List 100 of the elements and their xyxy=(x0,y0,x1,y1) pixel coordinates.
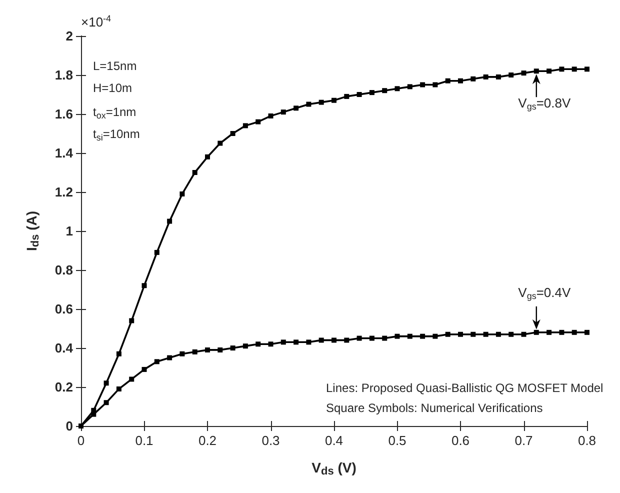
point xyxy=(496,74,501,80)
point xyxy=(559,66,564,72)
point xyxy=(306,102,312,107)
y-tick-label: 2 xyxy=(66,28,73,44)
point xyxy=(280,110,286,115)
point xyxy=(407,84,412,90)
point xyxy=(521,70,526,76)
annotation: H=10m xyxy=(93,81,132,95)
point xyxy=(218,347,223,352)
point xyxy=(129,376,134,382)
x-tick-label: 0 xyxy=(77,433,85,448)
point xyxy=(192,349,198,354)
x-tick-label: 0.3 xyxy=(262,433,280,448)
point xyxy=(534,68,539,74)
point xyxy=(508,332,514,337)
x-tick-label: 0.2 xyxy=(198,433,217,448)
point xyxy=(142,366,147,372)
annotation: Square Symbols: Numerical Verifications xyxy=(326,401,543,415)
point xyxy=(154,250,160,255)
point xyxy=(584,330,590,335)
x-tick-label: 0.5 xyxy=(388,433,406,448)
annotation: L=15nm xyxy=(93,59,137,73)
point xyxy=(407,334,412,339)
point xyxy=(180,191,185,196)
point xyxy=(306,340,312,345)
point xyxy=(420,334,426,339)
point xyxy=(483,332,488,337)
point xyxy=(546,330,552,335)
point xyxy=(167,218,172,224)
point xyxy=(572,330,577,335)
y-tick-label: 1.2 xyxy=(54,184,73,200)
point xyxy=(420,82,426,88)
point xyxy=(268,342,274,347)
point xyxy=(470,76,476,82)
point xyxy=(218,140,223,146)
point xyxy=(458,78,463,84)
point xyxy=(521,332,526,337)
x-tick-label: 0.4 xyxy=(324,433,344,448)
point xyxy=(458,332,463,337)
x-tick-label: 0.6 xyxy=(451,433,470,448)
point xyxy=(344,338,350,343)
point xyxy=(382,88,388,94)
point xyxy=(394,334,400,339)
x-tick-label: 0.1 xyxy=(135,433,154,448)
point xyxy=(256,119,261,124)
point xyxy=(508,72,514,78)
point xyxy=(394,86,400,92)
y-tick-label: 1.4 xyxy=(54,146,74,160)
y-axis-title: Ids (A) xyxy=(24,210,42,252)
point xyxy=(230,131,236,136)
point xyxy=(167,355,172,360)
y-tick-label: 0.2 xyxy=(54,380,73,394)
y-tick-label: 0.4 xyxy=(54,340,74,356)
point xyxy=(256,342,261,347)
point xyxy=(294,106,299,111)
point xyxy=(91,412,96,417)
point xyxy=(230,346,236,350)
point xyxy=(356,92,362,97)
y-tick-label: 0.6 xyxy=(54,302,73,316)
point xyxy=(470,332,476,337)
point xyxy=(332,98,336,103)
point xyxy=(180,351,185,356)
point xyxy=(318,338,324,343)
annotation: Lines: Proposed Quasi-Ballistic QG MOSFET Model xyxy=(326,381,604,395)
point xyxy=(154,359,160,364)
point xyxy=(546,68,552,74)
point xyxy=(242,123,248,128)
point xyxy=(242,344,248,349)
point xyxy=(432,334,438,339)
point xyxy=(369,336,374,341)
point xyxy=(382,336,388,341)
point xyxy=(445,332,450,337)
point xyxy=(344,94,350,99)
y-tick-label: 1.8 xyxy=(54,68,73,82)
point xyxy=(192,170,198,175)
point xyxy=(584,66,590,72)
y-tick-label: 0.8 xyxy=(54,262,73,278)
point xyxy=(116,386,122,392)
point xyxy=(356,336,362,341)
point xyxy=(332,338,336,343)
point xyxy=(432,82,438,88)
point xyxy=(104,400,109,406)
x-tick-label: 0.7 xyxy=(514,433,533,448)
point xyxy=(205,154,210,160)
point xyxy=(280,340,286,345)
point xyxy=(142,283,147,288)
point xyxy=(369,90,374,96)
y-tick-label: 1.6 xyxy=(54,106,73,122)
point xyxy=(559,330,564,335)
point xyxy=(129,318,134,324)
y-tick-label: 0 xyxy=(66,418,73,434)
y-tick-label: 1 xyxy=(66,224,73,238)
point xyxy=(268,113,274,118)
point xyxy=(572,66,577,72)
point xyxy=(104,380,109,386)
x-tick-label: 0.8 xyxy=(578,433,596,448)
point xyxy=(205,347,210,352)
point xyxy=(534,330,539,335)
point xyxy=(294,340,299,345)
point xyxy=(483,74,488,80)
